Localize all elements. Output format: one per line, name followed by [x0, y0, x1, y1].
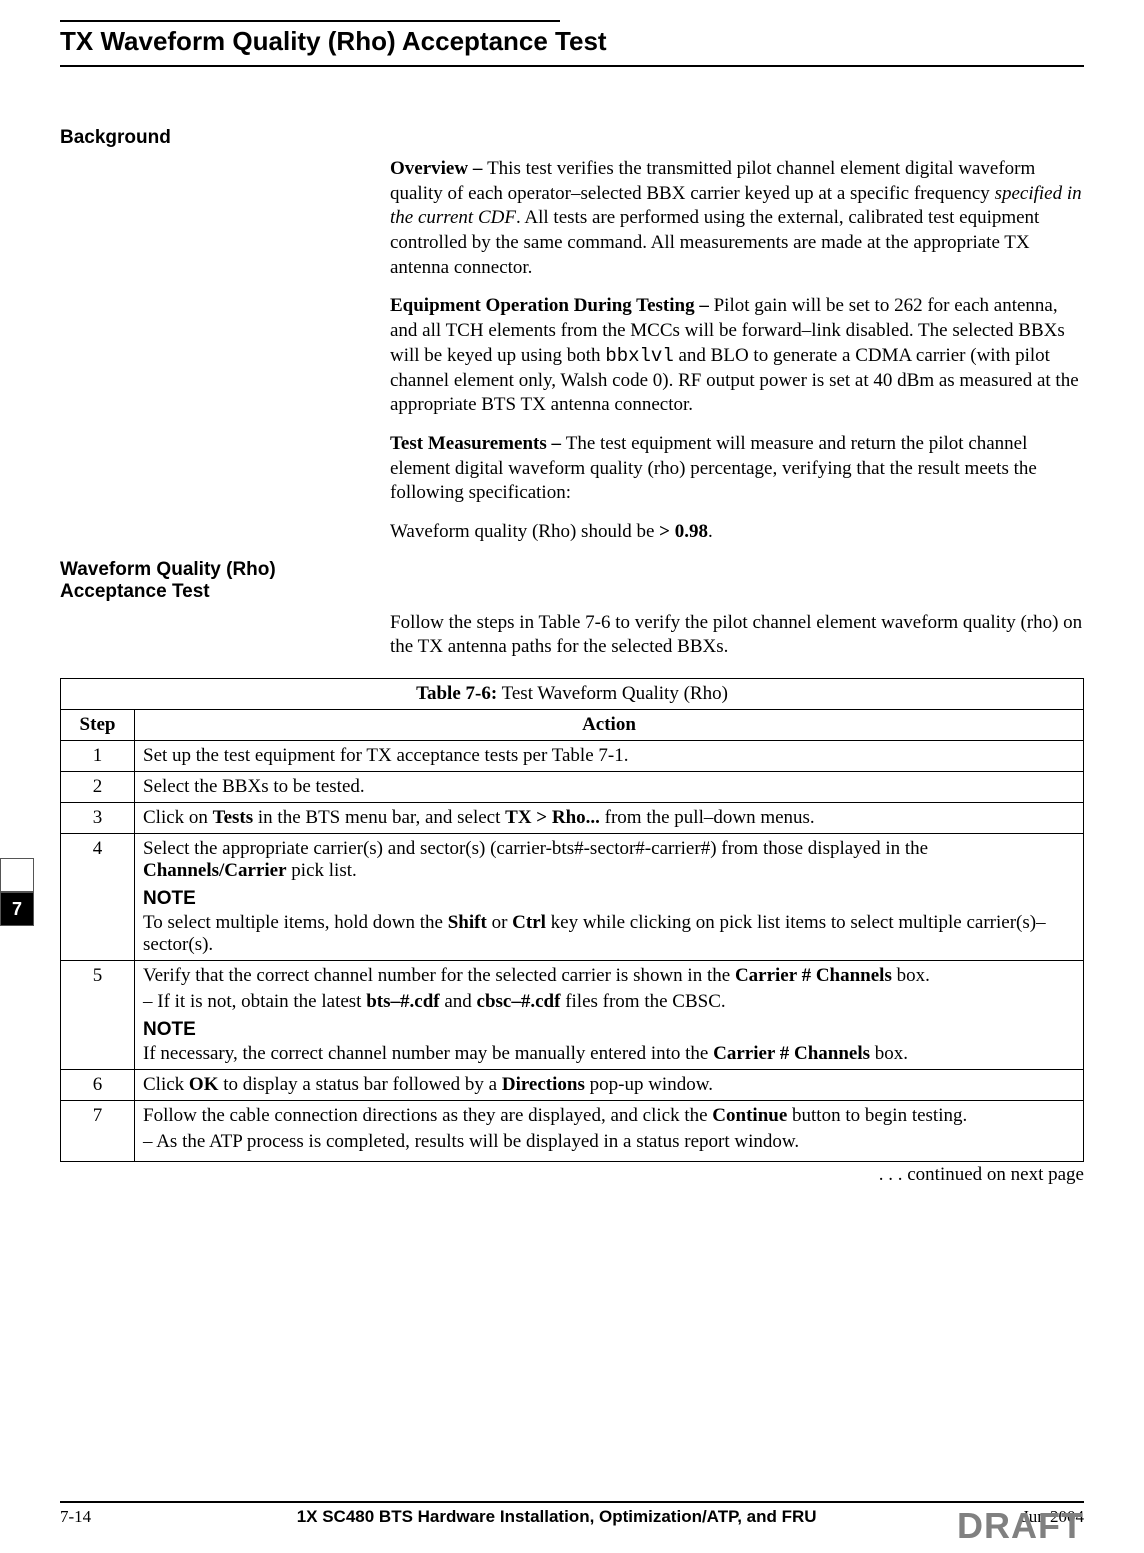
chapter-tab: 7 [0, 858, 34, 926]
overview-a: This test verifies the transmitted pilot… [390, 158, 1035, 204]
step-num: 2 [61, 772, 135, 803]
procedure-table: Table 7-6: Test Waveform Quality (Rho) S… [60, 678, 1084, 1162]
step-action: Select the appropriate carrier(s) and se… [135, 834, 1084, 961]
note-heading: NOTE [143, 888, 1075, 910]
chapter-number: 7 [0, 892, 34, 926]
step-num: 1 [61, 741, 135, 772]
step-num: 3 [61, 803, 135, 834]
footer-center: 1X SC480 BTS Hardware Installation, Opti… [91, 1507, 1022, 1527]
step-action: Follow the cable connection directions a… [135, 1101, 1084, 1162]
step-num: 4 [61, 834, 135, 961]
step-action: Click on Tests in the BTS menu bar, and … [135, 803, 1084, 834]
table-caption: Table 7-6: Test Waveform Quality (Rho) [61, 679, 1084, 710]
background-body: Overview – This test verifies the transm… [390, 157, 1084, 545]
equip-code: bbxlvl [605, 345, 673, 367]
step-num: 5 [61, 961, 135, 1070]
acceptance-intro: Follow the steps in Table 7-6 to verify … [390, 611, 1084, 660]
continued-text: . . . continued on next page [60, 1164, 1084, 1186]
acceptance-intro-text: Follow the steps in Table 7-6 to verify … [390, 611, 1084, 660]
table-caption-rest: Test Waveform Quality (Rho) [497, 683, 728, 704]
col-action: Action [135, 710, 1084, 741]
footer-page: 7-14 [60, 1507, 91, 1527]
equip-lead: Equipment Operation During Testing – [390, 295, 714, 316]
overview-lead: Overview – [390, 158, 487, 179]
page-title: TX Waveform Quality (Rho) Acceptance Tes… [60, 26, 1084, 57]
step-num: 7 [61, 1101, 135, 1162]
step-action: Select the BBXs to be tested. [135, 772, 1084, 803]
spec-b: > 0.98 [659, 521, 708, 542]
col-step: Step [61, 710, 135, 741]
table-row: 1 Set up the test equipment for TX accep… [61, 741, 1084, 772]
table-row: 3 Click on Tests in the BTS menu bar, an… [61, 803, 1084, 834]
spec-c: . [708, 521, 713, 542]
heading-background: Background [60, 127, 1084, 149]
step-num: 6 [61, 1070, 135, 1101]
step-action: Verify that the correct channel number f… [135, 961, 1084, 1070]
draft-watermark: DRAFT [957, 1505, 1084, 1547]
note-heading: NOTE [143, 1019, 1075, 1041]
heading-acceptance: Waveform Quality (Rho) Acceptance Test [60, 559, 340, 603]
measure-lead: Test Measurements – [390, 433, 566, 454]
spec-a: Waveform quality (Rho) should be [390, 521, 659, 542]
table-row: 5 Verify that the correct channel number… [61, 961, 1084, 1070]
step-action: Set up the test equipment for TX accepta… [135, 741, 1084, 772]
table-caption-bold: Table 7-6: [416, 683, 497, 704]
page-footer: 7-14 1X SC480 BTS Hardware Installation,… [60, 1501, 1084, 1527]
table-row: 6 Click OK to display a status bar follo… [61, 1070, 1084, 1101]
table-row: 4 Select the appropriate carrier(s) and … [61, 834, 1084, 961]
table-row: 2 Select the BBXs to be tested. [61, 772, 1084, 803]
table-row: 7 Follow the cable connection directions… [61, 1101, 1084, 1162]
step-action: Click OK to display a status bar followe… [135, 1070, 1084, 1101]
